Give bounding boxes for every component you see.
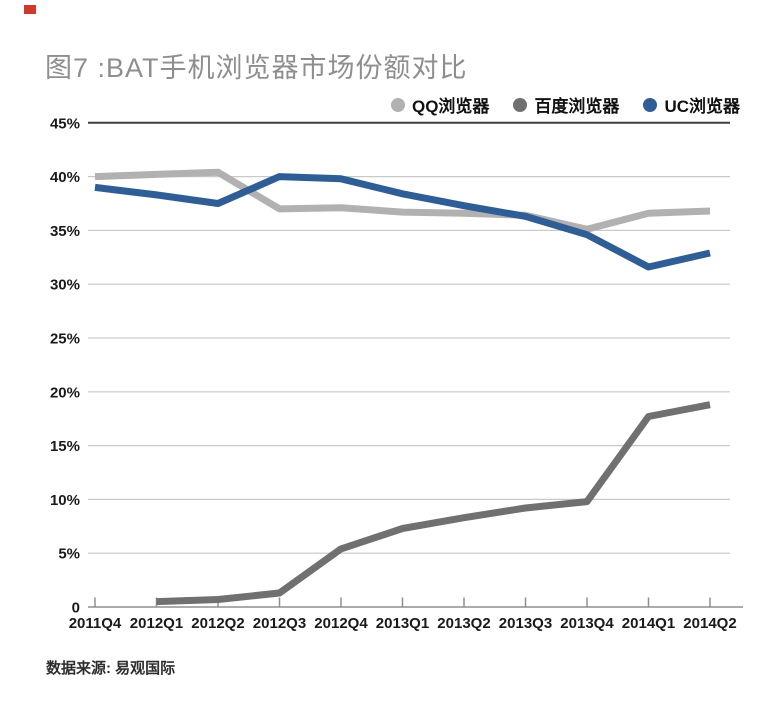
x-tick-label-2014Q1: 2014Q1: [622, 615, 675, 632]
chart-legend: QQ浏览器 百度浏览器 UC浏览器: [390, 92, 740, 117]
x-tick-label-2012Q3: 2012Q3: [253, 615, 306, 632]
series-line-QQ浏览器: [94, 168, 711, 233]
y-tick-label-35%: 35%: [50, 223, 80, 240]
legend-dot-qq-icon: [390, 97, 405, 112]
y-tick-label-15%: 15%: [50, 438, 80, 455]
y-tick-label-10%: 10%: [50, 492, 80, 509]
legend-dot-baidu-icon: [513, 97, 528, 112]
x-tick-label-2012Q1: 2012Q1: [130, 615, 183, 632]
y-tick-label-30%: 30%: [50, 277, 80, 294]
y-tick-label-25%: 25%: [50, 331, 80, 348]
y-tick-label-0: 0: [72, 600, 80, 617]
legend-label-uc: UC浏览器: [664, 97, 740, 116]
x-tick-label-2013Q2: 2013Q2: [437, 615, 490, 632]
y-tick-label-45%: 45%: [50, 115, 80, 132]
x-tick-label-2012Q4: 2012Q4: [314, 615, 368, 632]
series-line-UC浏览器: [94, 173, 711, 271]
x-tick-label-2014Q2: 2014Q2: [683, 615, 736, 632]
x-tick-label-2013Q1: 2013Q1: [376, 615, 429, 632]
series-line-百度浏览器: [156, 401, 711, 606]
x-tick-label-2012Q2: 2012Q2: [191, 615, 244, 632]
y-tick-label-40%: 40%: [50, 169, 80, 186]
legend-dot-uc-icon: [643, 97, 658, 112]
legend-label-baidu: 百度浏览器: [534, 97, 620, 116]
chart-title: 图7 :BAT手机浏览器市场份额对比: [45, 53, 468, 83]
legend-item-baidu-browser: 百度浏览器: [513, 92, 619, 117]
x-tick-label-2013Q4: 2013Q4: [560, 615, 614, 632]
data-source: 数据来源: 易观国际: [46, 660, 176, 677]
x-tick-label-2013Q3: 2013Q3: [499, 615, 552, 632]
red-mark: [24, 5, 36, 14]
legend-item-uc-browser: UC浏览器: [643, 92, 740, 117]
legend-item-qq-browser: QQ浏览器: [390, 92, 490, 117]
y-tick-label-20%: 20%: [50, 384, 80, 401]
y-tick-label-5%: 5%: [58, 546, 80, 563]
x-tick-label-2011Q4: 2011Q4: [69, 615, 122, 632]
legend-label-qq: QQ浏览器: [411, 97, 490, 116]
